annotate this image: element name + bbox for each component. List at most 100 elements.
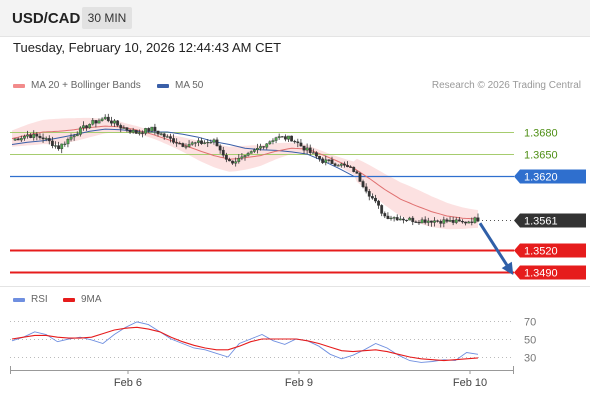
candle-body bbox=[467, 221, 471, 224]
legend-ma50: MA 50 bbox=[157, 80, 203, 91]
rsi-label: RSI bbox=[31, 294, 48, 305]
level-label-3: 1.3561 bbox=[524, 216, 558, 228]
candle-body bbox=[125, 127, 129, 131]
candle-body bbox=[215, 139, 219, 147]
candle-body bbox=[196, 140, 200, 143]
level-label-5: 1.3490 bbox=[524, 268, 558, 280]
candle-body bbox=[181, 143, 185, 147]
candle-body bbox=[336, 165, 340, 167]
candle-body bbox=[262, 146, 266, 148]
candle-body bbox=[165, 136, 169, 138]
candle-body bbox=[321, 158, 325, 163]
candle-body bbox=[190, 142, 194, 145]
ma50-line bbox=[11, 128, 354, 177]
candle-body bbox=[448, 220, 452, 222]
candle-body bbox=[339, 163, 343, 166]
candle-body bbox=[290, 135, 293, 142]
candle-body bbox=[293, 140, 297, 143]
candle-body bbox=[380, 205, 384, 214]
level-label-0: 1.3680 bbox=[524, 128, 558, 140]
candle-body bbox=[299, 142, 303, 147]
candle-body bbox=[144, 128, 147, 134]
candle-body bbox=[13, 138, 17, 141]
candle-body bbox=[72, 135, 76, 138]
candle-body bbox=[420, 219, 424, 224]
candle-body bbox=[94, 120, 98, 124]
candle-body bbox=[352, 166, 356, 172]
candle-body bbox=[100, 118, 104, 121]
candle-body bbox=[333, 163, 337, 166]
candle-body bbox=[41, 137, 45, 140]
candle-body bbox=[240, 156, 244, 159]
candle-body bbox=[91, 120, 95, 125]
candle-body bbox=[103, 116, 107, 120]
pane-divider bbox=[0, 286, 590, 287]
candle-body bbox=[85, 125, 88, 129]
level-tag-5 bbox=[514, 265, 586, 280]
candle-body bbox=[159, 133, 163, 135]
candle-body bbox=[395, 217, 399, 221]
symbol-title: USD/CAD bbox=[12, 10, 81, 27]
candle-body bbox=[405, 219, 408, 222]
candle-body bbox=[156, 130, 160, 135]
candle-body bbox=[473, 217, 477, 223]
rsi-tick-label: 30 bbox=[524, 353, 536, 365]
candle-body bbox=[206, 141, 210, 144]
candle-body bbox=[461, 221, 464, 223]
candle-body bbox=[113, 120, 116, 124]
ma9-label: 9MA bbox=[81, 294, 102, 305]
candle-body bbox=[66, 139, 70, 145]
candle-body bbox=[370, 196, 374, 199]
candle-body bbox=[349, 166, 353, 168]
candle-body bbox=[358, 173, 362, 182]
candle-body bbox=[265, 143, 269, 148]
candle-body bbox=[398, 218, 402, 221]
candle-body bbox=[268, 141, 272, 145]
credit-text: Research © 2026 Trading Central bbox=[431, 80, 581, 91]
candle-body bbox=[75, 134, 79, 137]
x-tick-label: Feb 6 bbox=[114, 377, 142, 389]
candle-body bbox=[54, 145, 57, 147]
legend-ma9: 9MA bbox=[63, 294, 102, 305]
candle-body bbox=[231, 160, 234, 164]
rsi-tick-label: 50 bbox=[524, 335, 536, 347]
candle-body bbox=[26, 134, 29, 137]
legend-ma20: MA 20 + Bollinger Bands bbox=[13, 80, 141, 91]
candle-body bbox=[106, 116, 110, 122]
candle-body bbox=[119, 125, 123, 129]
candle-body bbox=[324, 159, 328, 163]
candle-body bbox=[69, 136, 73, 140]
candle-body bbox=[193, 142, 197, 144]
candle-body bbox=[243, 155, 247, 158]
candle-body bbox=[122, 127, 126, 129]
candle-body bbox=[389, 217, 393, 220]
candle-body bbox=[411, 217, 415, 223]
candle-body bbox=[392, 217, 396, 219]
level-label-4: 1.3520 bbox=[524, 246, 558, 258]
candle-body bbox=[162, 133, 166, 137]
candle-body bbox=[256, 148, 259, 151]
candle-body bbox=[147, 128, 151, 132]
candle-body bbox=[237, 157, 241, 162]
candle-body bbox=[386, 215, 390, 219]
candle-body bbox=[38, 136, 42, 138]
level-tag-3 bbox=[514, 213, 586, 228]
candle-body bbox=[19, 138, 23, 141]
candle-body bbox=[200, 140, 203, 144]
candle-body bbox=[436, 220, 440, 222]
candle-body bbox=[445, 219, 449, 222]
candle-body bbox=[361, 181, 365, 188]
candle-body bbox=[63, 143, 67, 145]
candle-body bbox=[128, 129, 132, 133]
candle-body bbox=[97, 120, 101, 124]
candle-body bbox=[430, 220, 433, 223]
level-tag-4 bbox=[514, 243, 586, 258]
candle-body bbox=[88, 123, 92, 129]
timestamp: Tuesday, February 10, 2026 12:44:43 AM C… bbox=[13, 40, 282, 55]
projection-arrow-head bbox=[501, 261, 514, 276]
timeframe-button[interactable]: 30 MIN bbox=[82, 7, 132, 29]
candle-body bbox=[175, 142, 179, 144]
candle-body bbox=[470, 221, 474, 223]
candle-body bbox=[374, 197, 377, 202]
candle-body bbox=[249, 151, 253, 154]
